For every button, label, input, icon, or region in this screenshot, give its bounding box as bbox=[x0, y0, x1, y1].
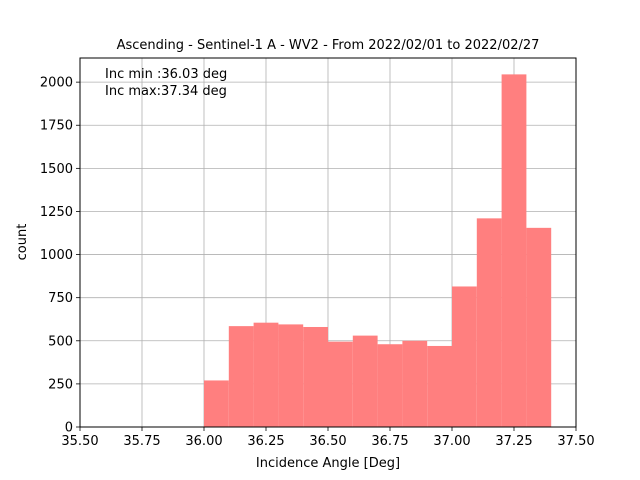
x-tick-label: 36.25 bbox=[247, 434, 284, 449]
histogram-bar bbox=[476, 218, 502, 427]
histogram-bar bbox=[328, 341, 353, 427]
y-tick-label: 1500 bbox=[40, 162, 73, 177]
histogram-bar bbox=[427, 345, 452, 427]
y-tick-label: 1000 bbox=[40, 248, 73, 263]
y-tick-label: 1750 bbox=[40, 119, 73, 134]
chart-title: Ascending - Sentinel-1 A - WV2 - From 20… bbox=[117, 38, 540, 53]
y-axis-label: count bbox=[15, 224, 30, 261]
x-tick-label: 37.25 bbox=[495, 434, 532, 449]
histogram-bar bbox=[253, 322, 279, 427]
x-axis-ticks: 35.50 35.75 36.00 36.25 36.50 36.75 37.00 37.25… bbox=[61, 427, 595, 449]
y-tick-label: 2000 bbox=[40, 76, 73, 91]
histogram-bar bbox=[452, 286, 477, 427]
x-tick-label: 35.50 bbox=[61, 434, 98, 449]
y-axis-ticks: 0 250 500 750 1000 1250 1500 1750 2000 bbox=[40, 76, 80, 436]
histogram-bar bbox=[352, 335, 378, 427]
histogram-bar bbox=[278, 324, 304, 427]
y-tick-label: 0 bbox=[65, 421, 73, 436]
histogram-bar bbox=[377, 344, 403, 427]
histogram-bars bbox=[204, 74, 552, 427]
x-tick-label: 36.00 bbox=[185, 434, 222, 449]
x-tick-label: 36.50 bbox=[309, 434, 346, 449]
x-tick-label: 37.00 bbox=[433, 434, 470, 449]
histogram-bar bbox=[402, 340, 428, 427]
x-tick-label: 35.75 bbox=[123, 434, 160, 449]
annotation-inc-max: Inc max:37.34 deg bbox=[105, 84, 227, 99]
histogram-bar bbox=[228, 326, 254, 427]
histogram-bar bbox=[303, 326, 328, 427]
x-axis-label: Incidence Angle [Deg] bbox=[256, 456, 400, 471]
y-tick-label: 500 bbox=[48, 334, 73, 349]
y-tick-label: 250 bbox=[48, 377, 73, 392]
histogram-bar bbox=[526, 227, 552, 427]
x-tick-label: 36.75 bbox=[371, 434, 408, 449]
histogram-bar bbox=[204, 380, 229, 427]
y-tick-label: 1250 bbox=[40, 205, 73, 220]
histogram-bar bbox=[501, 74, 527, 427]
y-tick-label: 750 bbox=[48, 291, 73, 306]
annotation-inc-min: Inc min :36.03 deg bbox=[105, 67, 227, 82]
x-tick-label: 37.50 bbox=[557, 434, 594, 449]
